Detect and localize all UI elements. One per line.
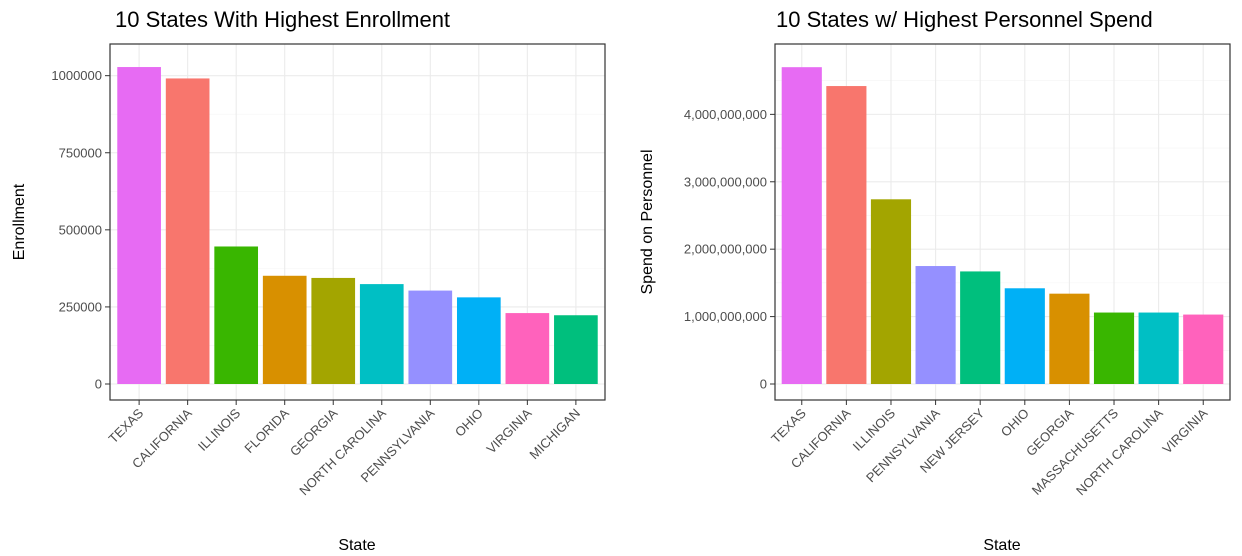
- enrollment-chart-bars: [117, 67, 598, 385]
- enrollment-bar-north-carolina: [359, 284, 404, 384]
- x-tick-label: VIRGINIA: [1159, 405, 1210, 456]
- personnel-spend-bar-massachusetts: [1093, 312, 1135, 384]
- enrollment-bar-texas: [117, 67, 161, 385]
- y-tick-label: 0: [95, 377, 102, 392]
- y-tick-label: 4,000,000,000: [684, 107, 767, 122]
- personnel-spend-bar-illinois: [870, 199, 912, 384]
- personnel-spend-chart-y-axis-title: Spend on Personnel: [639, 150, 656, 295]
- enrollment-chart-title: 10 States With Highest Enrollment: [115, 7, 450, 32]
- personnel-spend-bar-virginia: [1183, 314, 1224, 384]
- enrollment-bar-georgia: [311, 277, 356, 384]
- x-tick-label: ILLINOIS: [195, 405, 244, 454]
- y-tick-label: 750000: [59, 145, 102, 160]
- enrollment-bar-california: [165, 78, 210, 385]
- personnel-spend-bar-california: [826, 86, 867, 384]
- x-tick-label: MASSACHUSETTS: [1029, 405, 1122, 498]
- y-tick-label: 1,000,000,000: [684, 309, 767, 324]
- personnel-spend-bar-texas: [781, 67, 822, 385]
- enrollment-bar-illinois: [214, 246, 259, 384]
- x-tick-label: NORTH CAROLINA: [296, 405, 389, 498]
- enrollment-chart-panel: [109, 43, 606, 401]
- x-tick-label: OHIO: [998, 406, 1032, 440]
- personnel-spend-bar-georgia: [1049, 293, 1090, 384]
- enrollment-bar-michigan: [554, 315, 598, 384]
- x-tick-label: OHIO: [452, 406, 486, 440]
- personnel-spend-bar-pennsylvania: [915, 266, 956, 384]
- y-tick-label: 500000: [59, 222, 102, 237]
- personnel-spend-bar-ohio: [1004, 288, 1045, 384]
- y-tick-label: 1000000: [51, 68, 102, 83]
- enrollment-bar-ohio: [456, 297, 501, 384]
- personnel-spend-chart-y-ticks: 0 1,000,000,000 2,000,000,000 3,000,000,000…: [684, 107, 775, 392]
- x-tick-label: FLORIDA: [241, 405, 292, 456]
- enrollment-chart-x-axis-title: State: [338, 537, 375, 554]
- enrollment-chart-y-ticks: 0 250000 500000 750000 1000000: [51, 68, 110, 392]
- x-tick-label: MICHIGAN: [526, 406, 583, 463]
- x-tick-label: TEXAS: [105, 405, 146, 446]
- personnel-spend-chart-x-axis-title: State: [983, 537, 1020, 554]
- enrollment-bar-pennsylvania: [408, 290, 453, 384]
- y-tick-label: 2,000,000,000: [684, 242, 767, 257]
- personnel-spend-chart-bars: [781, 67, 1224, 385]
- personnel-spend-chart-panel: [774, 43, 1231, 401]
- personnel-spend-bar-new-jersey: [960, 271, 1001, 384]
- y-tick-label: 250000: [59, 299, 102, 314]
- x-tick-label: TEXAS: [768, 405, 809, 446]
- y-tick-label: 3,000,000,000: [684, 174, 767, 189]
- personnel-spend-bar-north-carolina: [1138, 312, 1179, 384]
- x-tick-label: VIRGINIA: [484, 405, 535, 456]
- personnel-spend-chart-title: 10 States w/ Highest Personnel Spend: [776, 7, 1153, 32]
- enrollment-chart-y-axis-title: Enrollment: [11, 183, 28, 260]
- enrollment-chart: 10 States With Highest Enrollment 0 25000…: [11, 7, 606, 554]
- personnel-spend-chart: 10 States w/ Highest Personnel Spend 0 1,…: [639, 7, 1231, 554]
- enrollment-bar-florida: [262, 275, 307, 384]
- enrollment-bar-virginia: [505, 313, 550, 384]
- x-tick-label: NORTH CAROLINA: [1073, 405, 1166, 498]
- y-tick-label: 0: [760, 377, 767, 392]
